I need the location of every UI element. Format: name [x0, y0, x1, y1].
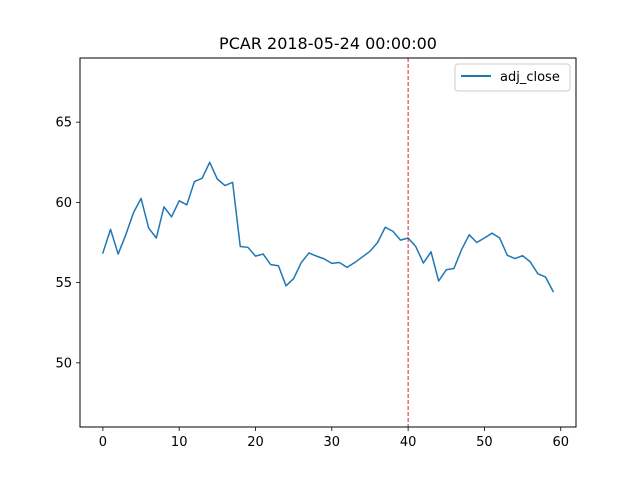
legend-box — [454, 63, 571, 92]
x-tick-label: 10 — [171, 435, 188, 450]
axes: 0 10 20 30 40 50 60 50 55 60 65 — [55, 116, 569, 450]
y-tick-label: 65 — [55, 116, 72, 131]
series-line-adj_close — [101, 161, 555, 293]
x-tick-label: 0 — [99, 435, 107, 450]
plot-frame — [79, 57, 577, 428]
chart-title: PCAR 2018-05-24 00:00:00 — [219, 34, 437, 53]
y-tick-label: 50 — [55, 356, 72, 371]
x-tick-label: 60 — [552, 435, 569, 450]
plot-area — [101, 58, 555, 427]
x-tick-label: 30 — [324, 435, 341, 450]
legend: adj_close — [454, 63, 571, 92]
y-tick-label: 55 — [55, 276, 72, 291]
x-tick-label: 20 — [247, 435, 264, 450]
legend-label: adj_close — [500, 70, 560, 85]
x-tick-label: 50 — [476, 435, 493, 450]
y-tick-label: 60 — [55, 196, 72, 211]
x-tick-label: 40 — [400, 435, 417, 450]
